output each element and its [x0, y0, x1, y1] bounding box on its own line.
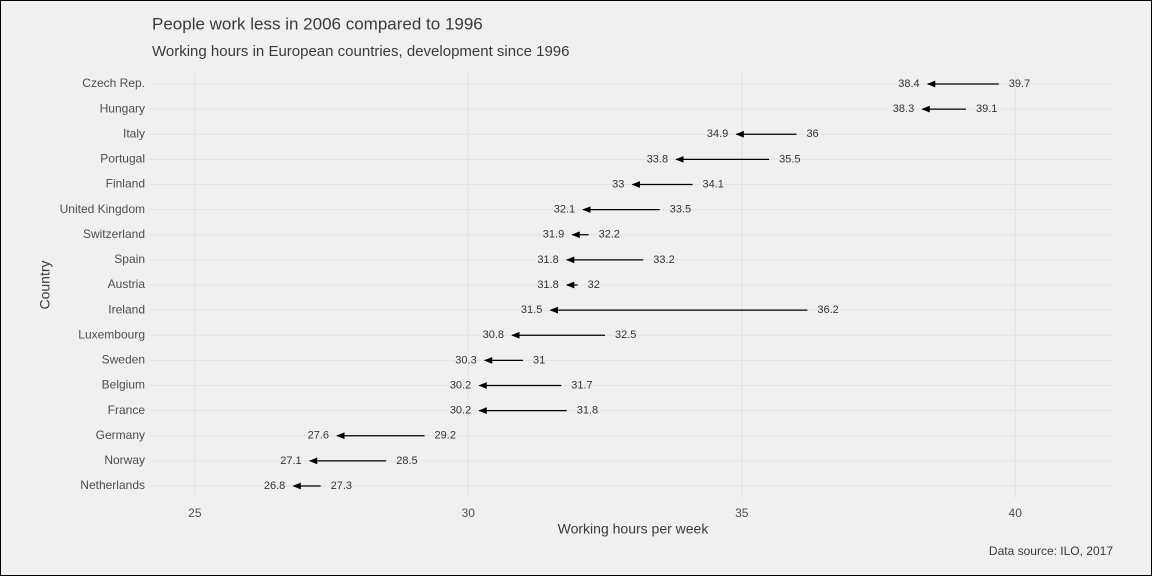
- start-label: 36: [806, 128, 818, 140]
- y-tick-label: Spain: [114, 252, 145, 266]
- y-tick-label: Norway: [104, 453, 145, 467]
- end-label: 27.1: [280, 455, 301, 467]
- start-label: 39.1: [976, 103, 997, 115]
- end-label: 33.8: [647, 153, 668, 165]
- chart-title: People work less in 2006 compared to 199…: [152, 14, 483, 33]
- y-tick-label: Ireland: [108, 302, 145, 316]
- end-label: 31.8: [537, 254, 558, 266]
- end-label: 34.9: [707, 128, 728, 140]
- start-label: 33.2: [653, 254, 674, 266]
- start-label: 31.7: [571, 379, 592, 391]
- y-tick-label: United Kingdom: [60, 202, 145, 216]
- end-label: 38.3: [893, 103, 914, 115]
- y-tick-label: France: [108, 403, 146, 417]
- y-tick-label: Czech Rep.: [82, 76, 145, 90]
- y-tick-label: Switzerland: [83, 227, 145, 241]
- end-label: 30.2: [450, 379, 471, 391]
- caption: Data source: ILO, 2017: [989, 544, 1113, 558]
- y-tick-label: Austria: [108, 277, 146, 291]
- end-label: 27.6: [308, 430, 329, 442]
- x-tick-label: 25: [188, 506, 202, 520]
- start-label: 31.8: [577, 405, 598, 417]
- y-tick-label: Hungary: [100, 101, 145, 115]
- end-label: 26.8: [264, 480, 285, 492]
- start-label: 34.1: [703, 178, 724, 190]
- start-label: 32: [588, 279, 600, 291]
- end-label: 30.2: [450, 405, 471, 417]
- y-tick-label: Sweden: [102, 353, 145, 367]
- end-label: 31.5: [521, 304, 542, 316]
- end-label: 31.9: [543, 229, 564, 241]
- y-tick-label: Germany: [96, 428, 145, 442]
- start-label: 31: [533, 354, 545, 366]
- y-tick-label: Netherlands: [80, 478, 145, 492]
- y-tick-label: Portugal: [100, 152, 145, 166]
- x-tick-label: 40: [1009, 506, 1023, 520]
- x-tick-label: 35: [735, 506, 749, 520]
- x-tick-label: 30: [462, 506, 476, 520]
- start-label: 32.2: [599, 229, 620, 241]
- y-tick-label: Finland: [106, 177, 145, 191]
- y-tick-label: Italy: [123, 126, 145, 140]
- start-label: 27.3: [331, 480, 352, 492]
- start-label: 33.5: [670, 204, 691, 216]
- chart-subtitle: Working hours in European countries, dev…: [152, 43, 569, 60]
- end-label: 32.1: [554, 204, 575, 216]
- y-axis-label: Country: [37, 260, 53, 309]
- end-label: 31.8: [537, 279, 558, 291]
- end-label: 30.8: [483, 329, 504, 341]
- y-tick-label: Belgium: [102, 378, 145, 392]
- y-tick-label: Luxembourg: [78, 327, 145, 341]
- start-label: 28.5: [396, 455, 417, 467]
- start-label: 36.2: [817, 304, 838, 316]
- start-label: 35.5: [779, 153, 800, 165]
- x-axis-label: Working hours per week: [558, 521, 710, 537]
- start-label: 32.5: [615, 329, 636, 341]
- end-label: 30.3: [455, 354, 476, 366]
- end-label: 33: [612, 178, 624, 190]
- start-label: 39.7: [1009, 78, 1030, 90]
- end-label: 38.4: [898, 78, 919, 90]
- start-label: 29.2: [435, 430, 456, 442]
